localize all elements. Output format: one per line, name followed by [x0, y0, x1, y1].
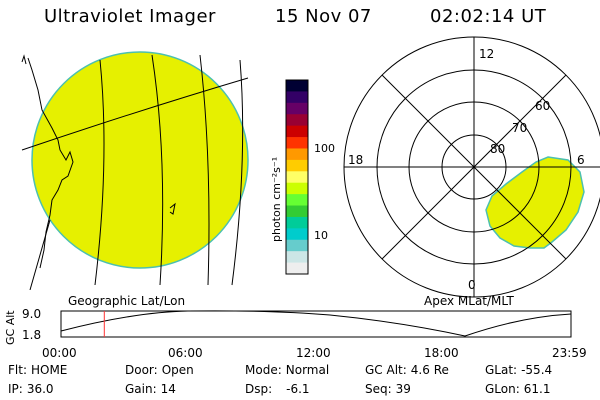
altitude-plot-frame	[60, 310, 572, 338]
mlt-label-18: 18	[348, 153, 363, 167]
altitude-ymax-label: 9.0	[22, 307, 41, 321]
colorbar-segment	[286, 91, 308, 104]
colorbar-segment	[286, 239, 308, 252]
x-tick-label: 06:00	[168, 346, 203, 360]
colorbar	[285, 79, 309, 275]
colorbar-segment	[286, 114, 308, 127]
altitude-curve	[60, 310, 572, 337]
geo-meridian-line	[231, 59, 244, 286]
geo-map-panel	[21, 51, 249, 290]
geo-meridian-line	[199, 54, 210, 286]
colorbar-segment	[286, 182, 308, 195]
colorbar-tick-label: 100	[314, 142, 335, 155]
mlat-label-60: 60	[535, 99, 550, 113]
x-tick-label: 18:00	[424, 346, 459, 360]
colorbar-segment	[286, 194, 308, 207]
polar-panel-label: Apex MLat/MLT	[424, 294, 514, 308]
time-readout: 02:02:14 UT	[430, 6, 547, 27]
colorbar-segment	[286, 205, 308, 218]
door-readout: Door: Open	[125, 363, 194, 377]
colorbar-segment	[286, 216, 308, 229]
x-tick-label: 12:00	[296, 346, 331, 360]
gcalt-readout: GC Alt: 4.6 Re	[365, 363, 449, 377]
colorbar-segment	[286, 137, 308, 149]
geo-panel-label: Geographic Lat/Lon	[68, 294, 186, 308]
x-tick-label: 00:00	[42, 346, 77, 360]
ip-readout: IP: 36.0	[8, 382, 54, 396]
flt-readout: Flt: HOME	[8, 363, 68, 377]
geo-coastline	[169, 202, 176, 215]
mlat-label-70: 70	[512, 121, 527, 135]
geo-meridian-line	[151, 54, 164, 286]
auroral-oval-region	[485, 156, 585, 249]
geo-meridian-line	[29, 219, 51, 290]
mlt-label-0: 0	[468, 278, 476, 292]
colorbar-segment	[286, 80, 308, 92]
x-tick-label: 23:59	[552, 346, 587, 360]
colorbar-frame	[285, 79, 309, 275]
colorbar-segment	[286, 125, 308, 138]
mode-readout: Mode: Normal	[245, 363, 330, 377]
gain-readout: Gain: 14	[125, 382, 176, 396]
geo-parallel-line	[21, 77, 249, 151]
date-readout: 15 Nov 07	[275, 6, 372, 27]
colorbar-unit-label: photon cm⁻²s⁻¹	[270, 157, 283, 242]
altitude-ylabel: GC Alt	[4, 310, 17, 345]
colorbar-segment	[286, 251, 308, 264]
geo-coastline	[27, 57, 74, 269]
mlat-label-80: 80	[490, 142, 505, 156]
colorbar-segment	[286, 262, 308, 275]
glat-readout: GLat: -55.4	[485, 363, 553, 377]
mlt-label-12: 12	[479, 47, 494, 61]
geo-meridian-line	[94, 59, 105, 286]
colorbar-tick-label: 10	[314, 229, 328, 242]
altitude-ymin-label: 1.8	[22, 328, 41, 342]
polar-axis-line	[381, 74, 567, 260]
seq-readout: Seq: 39	[365, 382, 411, 396]
polar-dial-panel: 12 18 6 0 60 70 80	[343, 36, 600, 298]
glon-readout: GLon: 61.1	[485, 382, 551, 396]
colorbar-segment	[286, 102, 308, 115]
colorbar-segment	[286, 228, 308, 241]
colorbar-segment	[286, 159, 308, 172]
geo-emission-disk	[31, 51, 249, 269]
mlt-label-6: 6	[577, 153, 585, 167]
app-title: Ultraviolet Imager	[44, 6, 216, 27]
altitude-plot: 9.0 1.8 GC Alt 00:00 06:00 12:00 18:00 2…	[4, 307, 587, 360]
dsp-readout: Dsp: -6.1	[245, 382, 310, 396]
colorbar-segment	[286, 171, 308, 184]
colorbar-segment	[286, 148, 308, 161]
geo-coastline	[21, 54, 27, 65]
